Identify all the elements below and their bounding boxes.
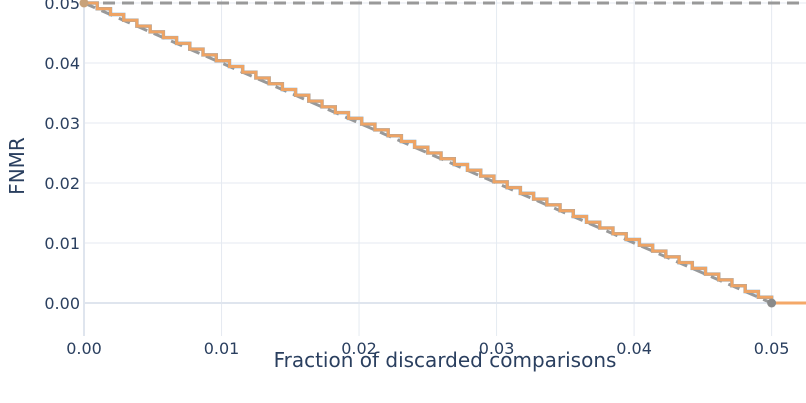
x-tick-label: 0.00 [66, 339, 102, 358]
x-tick-label: 0.01 [204, 339, 240, 358]
series-layer [79, 0, 806, 308]
y-tick-label: 0.01 [44, 234, 80, 253]
y-tick-label: 0.00 [44, 294, 80, 313]
y-tick-label: 0.03 [44, 114, 80, 133]
x-axis: 0.00 0.01 0.02 0.03 0.04 0.05 [66, 339, 789, 358]
y-axis: 0.00 0.01 0.02 0.03 0.04 0.05 [44, 0, 80, 313]
x-tick-label: 0.04 [616, 339, 652, 358]
series-line [83, 1, 773, 305]
x-tick-label: 0.02 [341, 339, 377, 358]
y-axis-title: FNMR [5, 137, 29, 195]
endpoint-marker [767, 298, 777, 308]
endpoint-marker [79, 0, 89, 8]
y-tick-label: 0.04 [44, 54, 80, 73]
series-step-line [84, 1, 806, 305]
x-axis-title: Fraction of discarded comparisons [274, 348, 617, 372]
x-tick-label: 0.03 [479, 339, 515, 358]
y-tick-label: 0.02 [44, 174, 80, 193]
x-tick-label: 0.05 [754, 339, 790, 358]
y-tick-label: 0.05 [44, 0, 80, 13]
